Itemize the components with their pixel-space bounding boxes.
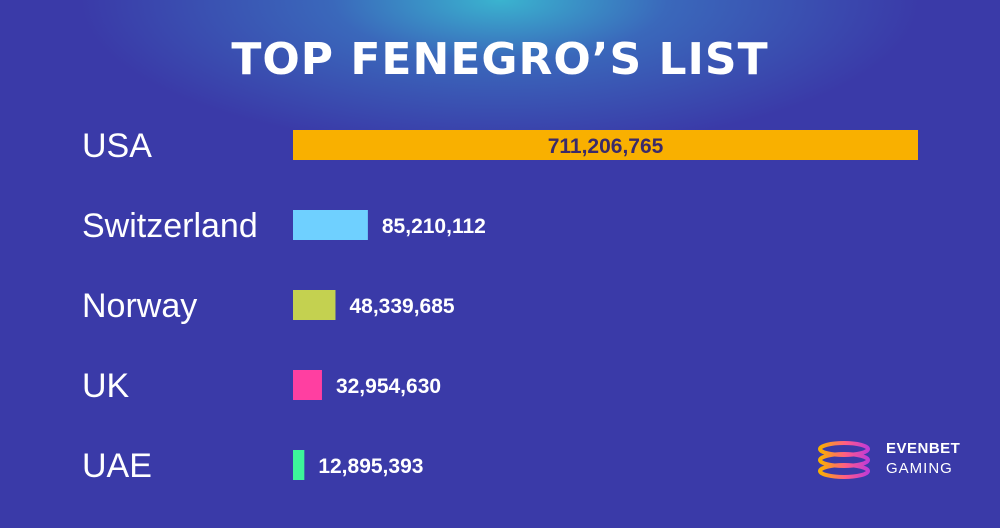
value-label: 32,954,630 — [336, 375, 441, 398]
bar — [293, 130, 918, 160]
brand-logo: EVENBET GAMING — [817, 440, 977, 480]
bar — [293, 450, 305, 480]
evenbet-rings-logo-icon — [818, 441, 870, 479]
value-label: 711,206,765 — [548, 135, 664, 158]
brand-subtitle: GAMING — [886, 460, 953, 477]
value-label: 85,210,112 — [382, 215, 486, 238]
category-label: UAE — [82, 447, 152, 485]
value-label: 12,895,393 — [318, 455, 423, 478]
category-label: USA — [82, 127, 152, 165]
category-label: Norway — [82, 287, 197, 325]
bar — [293, 370, 322, 400]
category-label: Switzerland — [82, 207, 258, 245]
chart-title: TOP FENEGRO’S LIST — [231, 34, 769, 85]
brand-name: EVENBET — [886, 440, 961, 457]
category-label: UK — [82, 367, 130, 405]
bar — [293, 290, 336, 320]
value-label: 48,339,685 — [349, 295, 454, 318]
bar — [293, 210, 368, 240]
